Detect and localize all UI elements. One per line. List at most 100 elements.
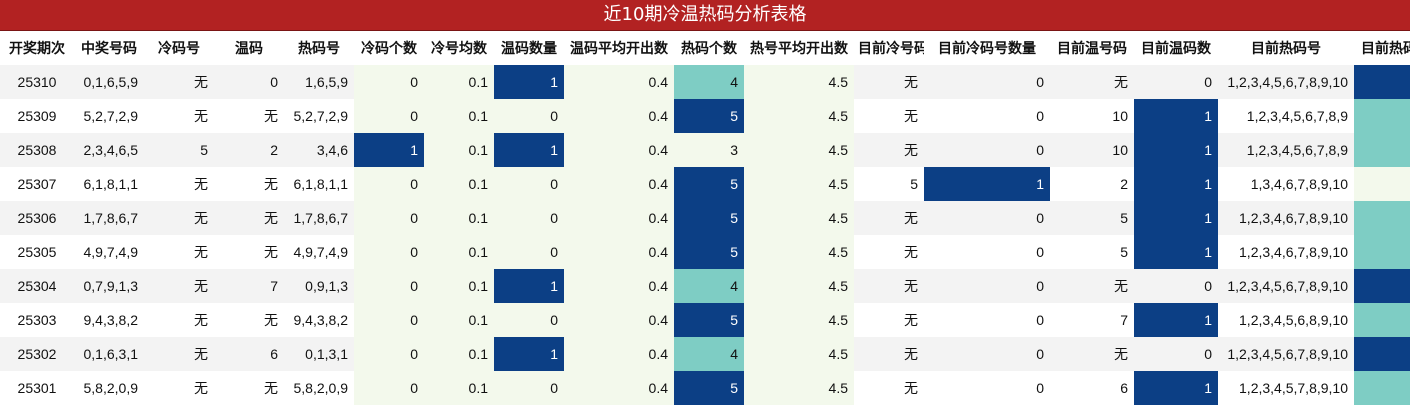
table-cell: 4.5 [744, 201, 854, 235]
table-cell: 5 [674, 99, 744, 133]
table-cell: 4.5 [744, 167, 854, 201]
table-cell: 0 [494, 371, 564, 405]
table-cell: 4.5 [744, 235, 854, 269]
table-cell: 25304 [0, 269, 74, 303]
table-cell: 0 [494, 303, 564, 337]
table-cell: 2 [214, 133, 284, 167]
table-cell: 无 [854, 235, 924, 269]
table-cell: 0 [494, 201, 564, 235]
table-cell: 6 [1050, 371, 1134, 405]
table-cell: 5 [674, 303, 744, 337]
table-cell: 1 [1134, 99, 1218, 133]
table-cell: 7 [1050, 303, 1134, 337]
table-cell: 9 [1354, 371, 1410, 405]
table-cell: 0.4 [564, 99, 674, 133]
table-cell: 0 [1134, 65, 1218, 99]
table-cell: 0 [354, 235, 424, 269]
table-cell: 5,2,7,2,9 [284, 99, 354, 133]
table-cell: 0,1,3,1 [284, 337, 354, 371]
table-cell: 9 [1354, 133, 1410, 167]
table-cell: 1 [1134, 133, 1218, 167]
table-cell: 0 [354, 371, 424, 405]
column-header: 目前热码号 [1218, 31, 1354, 65]
column-header: 目前冷号码 [854, 31, 924, 65]
table-cell: 无 [144, 167, 214, 201]
table-cell: 5,2,7,2,9 [74, 99, 144, 133]
table-cell: 0.1 [424, 133, 494, 167]
table-cell: 25306 [0, 201, 74, 235]
table-cell: 0.1 [424, 201, 494, 235]
table-cell: 无 [214, 235, 284, 269]
column-header: 目前温码数 [1134, 31, 1218, 65]
table-cell: 0 [494, 167, 564, 201]
column-header: 目前温号码 [1050, 31, 1134, 65]
table-cell: 0.1 [424, 337, 494, 371]
table-cell: 0.4 [564, 201, 674, 235]
table-cell: 1 [1134, 167, 1218, 201]
table-cell: 4,9,7,4,9 [74, 235, 144, 269]
table-cell: 1 [494, 269, 564, 303]
table-row: 25303 9,4,3,8,2 无无 9,4,3,8,2 0 0.1 0 0.4 5 4.5 无 0 7… [0, 303, 1410, 337]
table-cell: 1,3,4,6,7,8,9,10 [1218, 167, 1354, 201]
table-cell: 无 [214, 371, 284, 405]
table-cell: 9,4,3,8,2 [284, 303, 354, 337]
table-cell: 无 [214, 99, 284, 133]
table-cell: 无 [214, 303, 284, 337]
table-cell: 0.1 [424, 303, 494, 337]
table-cell: 6 [214, 337, 284, 371]
table-cell: 0 [354, 99, 424, 133]
table-cell: 0 [1134, 337, 1218, 371]
table-row: 25309 5,2,7,2,9 无无 5,2,7,2,9 0 0.1 0 0.4 5 4.5 无 0 1… [0, 99, 1410, 133]
table-cell: 0 [354, 167, 424, 201]
table-cell: 0 [924, 201, 1050, 235]
table-cell: 1 [1134, 371, 1218, 405]
table-title: 近10期冷温热码分析表格 [0, 0, 1410, 31]
table-cell: 无 [854, 371, 924, 405]
table-cell: 0.1 [424, 269, 494, 303]
table-cell: 4.5 [744, 371, 854, 405]
table-cell: 1 [494, 133, 564, 167]
table-cell: 1 [354, 133, 424, 167]
table-cell: 1,2,3,4,5,6,7,8,9 [1218, 133, 1354, 167]
table-cell: 0.4 [564, 65, 674, 99]
column-header: 温码数量 [494, 31, 564, 65]
table-cell: 1,2,3,4,5,7,8,9,10 [1218, 371, 1354, 405]
table-cell: 无 [144, 201, 214, 235]
column-header: 热码号 [284, 31, 354, 65]
table-cell: 无 [144, 303, 214, 337]
table-cell: 无 [854, 201, 924, 235]
table-cell: 5 [674, 235, 744, 269]
table-cell: 3,4,6 [284, 133, 354, 167]
table-cell: 0 [924, 269, 1050, 303]
table-cell: 0.4 [564, 337, 674, 371]
table-cell: 2,3,4,6,5 [74, 133, 144, 167]
table-cell: 无 [1050, 269, 1134, 303]
column-header: 冷码个数 [354, 31, 424, 65]
table-cell: 0.1 [424, 235, 494, 269]
table-cell: 无 [854, 99, 924, 133]
table-cell: 10 [1354, 65, 1410, 99]
table-cell: 0 [354, 65, 424, 99]
column-header: 热码个数 [674, 31, 744, 65]
table-row: 25302 0,1,6,3,1 无 6 0,1,3,1 0 0.1 1 0.4 4 4.5 无 0 无 0 1… [0, 337, 1410, 371]
table-cell: 无 [854, 133, 924, 167]
table-cell: 4 [674, 337, 744, 371]
table-cell: 0.1 [424, 167, 494, 201]
table-cell: 0 [924, 133, 1050, 167]
table-cell: 无 [144, 337, 214, 371]
table-cell: 25303 [0, 303, 74, 337]
table-cell: 4.5 [744, 303, 854, 337]
table-cell: 无 [144, 65, 214, 99]
table-row: 25304 0,7,9,1,3 无 7 0,9,1,3 0 0.1 1 0.4 4 4.5 无 0 无 0 1… [0, 269, 1410, 303]
table-cell: 0.4 [564, 167, 674, 201]
table-cell: 10 [1050, 99, 1134, 133]
table-cell: 1,2,3,4,6,7,8,9,10 [1218, 201, 1354, 235]
table-cell: 1,2,3,4,6,7,8,9,10 [1218, 235, 1354, 269]
column-header: 开奖期次 [0, 31, 74, 65]
table-cell: 0,1,6,5,9 [74, 65, 144, 99]
table-cell: 5,8,2,0,9 [74, 371, 144, 405]
table-cell: 0,9,1,3 [284, 269, 354, 303]
table-cell: 无 [214, 201, 284, 235]
table-cell: 1 [924, 167, 1050, 201]
